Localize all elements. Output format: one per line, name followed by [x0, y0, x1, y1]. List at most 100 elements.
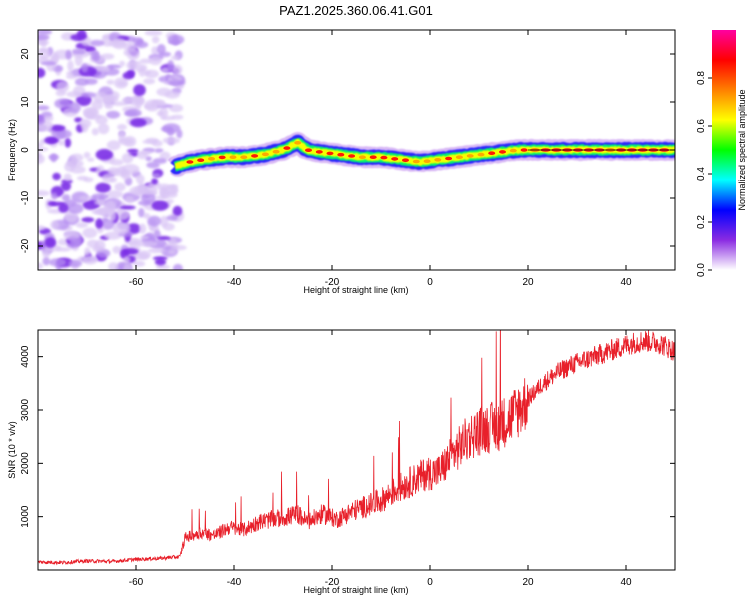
noise-blob	[74, 54, 83, 67]
snr-panel: -60 -40 -20 0 20 40 1000 2000 3000 4000 Height o…	[7, 329, 676, 595]
x-tick-label: -20	[325, 277, 340, 288]
noise-blob	[144, 70, 151, 75]
noise-blob	[126, 223, 141, 234]
noise-blob	[143, 78, 156, 85]
noise-blob	[168, 237, 177, 246]
noise-blob	[112, 38, 127, 50]
ridge-peak	[251, 154, 259, 158]
noise-blob	[40, 61, 57, 66]
ridge-peak	[229, 155, 237, 159]
colorbar-label: Normalized spectral amplitude	[737, 89, 747, 210]
x-tick-label: -60	[129, 577, 144, 588]
noise-blob	[138, 207, 145, 218]
x-tick-label: -40	[227, 277, 242, 288]
y-tick-label: 3000	[20, 398, 31, 421]
noise-blob	[124, 111, 139, 116]
noise-blob	[84, 78, 98, 85]
ridge-peak	[520, 148, 528, 152]
noise-blob	[54, 98, 72, 109]
colorbar-ticks: 0.0 0.2 0.4 0.6 0.8	[696, 71, 712, 277]
noise-blob	[133, 260, 146, 267]
ridge-peak	[348, 154, 356, 158]
colorbar-tick-label: 0.2	[696, 215, 707, 229]
noise-blob	[126, 48, 140, 61]
noise-blob	[100, 53, 115, 60]
noise-blob	[135, 104, 142, 110]
noise-blob	[81, 92, 96, 98]
noise-blob	[151, 36, 160, 44]
colorbar: 0.0 0.2 0.4 0.6 0.8 Normalized spectral ampl…	[696, 30, 747, 277]
noise-blob	[44, 115, 54, 122]
ridge-peak	[208, 157, 215, 161]
noise-blob	[151, 178, 159, 185]
noise-blob	[84, 247, 91, 257]
noise-blob	[133, 84, 146, 97]
ridge-peak	[488, 151, 496, 155]
noise-blob	[136, 151, 148, 160]
noise-blob	[121, 97, 135, 104]
noise-blob	[159, 186, 166, 199]
x-tick-label: 40	[620, 577, 632, 588]
noise-blob	[168, 39, 181, 45]
noise-blob	[38, 153, 45, 165]
noise-blob	[38, 67, 46, 78]
noise-blob	[68, 259, 83, 268]
noise-blob	[82, 227, 98, 239]
noise-blob	[50, 153, 57, 163]
snr-lines	[38, 330, 675, 566]
noise-blob	[162, 222, 175, 231]
noise-blob	[38, 190, 50, 197]
noise-blob	[151, 46, 159, 55]
noise-blob	[102, 66, 111, 73]
noise-blob	[76, 175, 88, 181]
ridge-peak	[445, 156, 453, 161]
y-tick-label: -20	[20, 238, 31, 253]
noise-blob	[140, 235, 150, 240]
noise-blob	[95, 148, 114, 161]
noise-blob	[168, 80, 185, 86]
spectrogram-y-label: Frequency (Hz)	[7, 119, 17, 181]
noise-blob	[139, 58, 152, 64]
ridge-peak	[272, 149, 280, 154]
noise-blob	[103, 200, 116, 213]
colorbar-gradient	[712, 30, 736, 270]
noise-blob	[130, 118, 147, 128]
noise-blob	[97, 123, 110, 135]
noise-blob	[95, 115, 108, 125]
noise-blob	[138, 66, 146, 77]
noise-blob	[149, 56, 162, 66]
noise-blob	[121, 153, 134, 164]
noise-blob	[104, 231, 122, 240]
noise-blob	[108, 262, 119, 270]
noise-blob	[145, 137, 159, 144]
noise-blob	[67, 60, 74, 72]
noise-blob	[76, 30, 87, 40]
noise-blob	[109, 209, 117, 222]
spectrogram-y-ticks: -20 -10 0 10 20	[20, 48, 675, 253]
noise-blob	[68, 102, 81, 114]
ridge-peak	[240, 155, 248, 159]
noise-blob	[152, 256, 168, 261]
noise-blob	[132, 95, 144, 104]
noise-blob	[155, 264, 171, 270]
noise-blob	[91, 128, 99, 136]
noise-blob	[138, 250, 151, 260]
colorbar-tick-label: 0.4	[696, 167, 707, 181]
x-tick-label: -60	[129, 277, 144, 288]
noise-blob	[102, 217, 109, 222]
noise-blob	[51, 128, 67, 140]
ridge-peak	[337, 152, 345, 157]
noise-blob	[140, 184, 158, 195]
noise-blob	[119, 205, 136, 210]
noise-blob	[154, 148, 164, 153]
noise-blob	[75, 222, 88, 229]
noise-blob	[56, 81, 69, 93]
noise-blob	[117, 124, 127, 131]
noise-blob	[38, 47, 48, 53]
noise-blob	[117, 81, 127, 87]
noise-blob	[170, 244, 187, 251]
noise-blob	[42, 257, 51, 266]
noise-blob	[58, 203, 69, 213]
ridge-peak	[499, 150, 506, 154]
colorbar-tick-label: 0.0	[696, 263, 707, 277]
